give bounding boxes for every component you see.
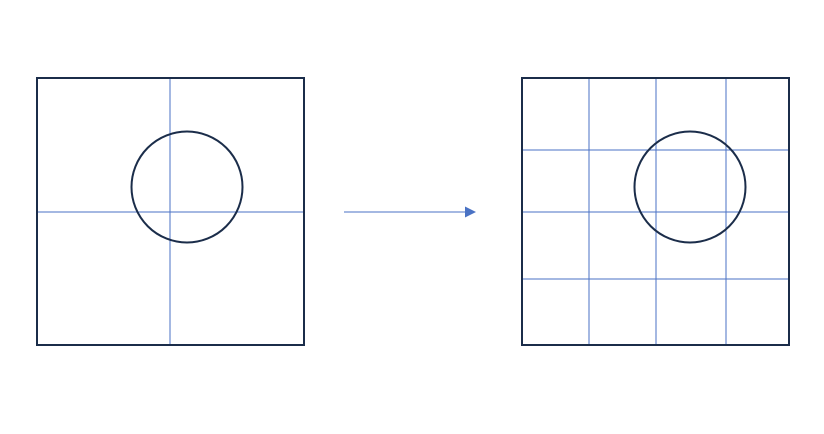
coarse-grid-frame <box>36 77 305 346</box>
refinement-arrow <box>344 206 476 218</box>
arrow-head <box>465 206 476 218</box>
fine-grid-circle <box>633 130 747 244</box>
coarse-grid-panel <box>36 77 305 346</box>
fine-grid-frame <box>521 77 790 346</box>
coarse-grid-circle <box>130 130 244 244</box>
fine-grid-panel <box>521 77 790 346</box>
